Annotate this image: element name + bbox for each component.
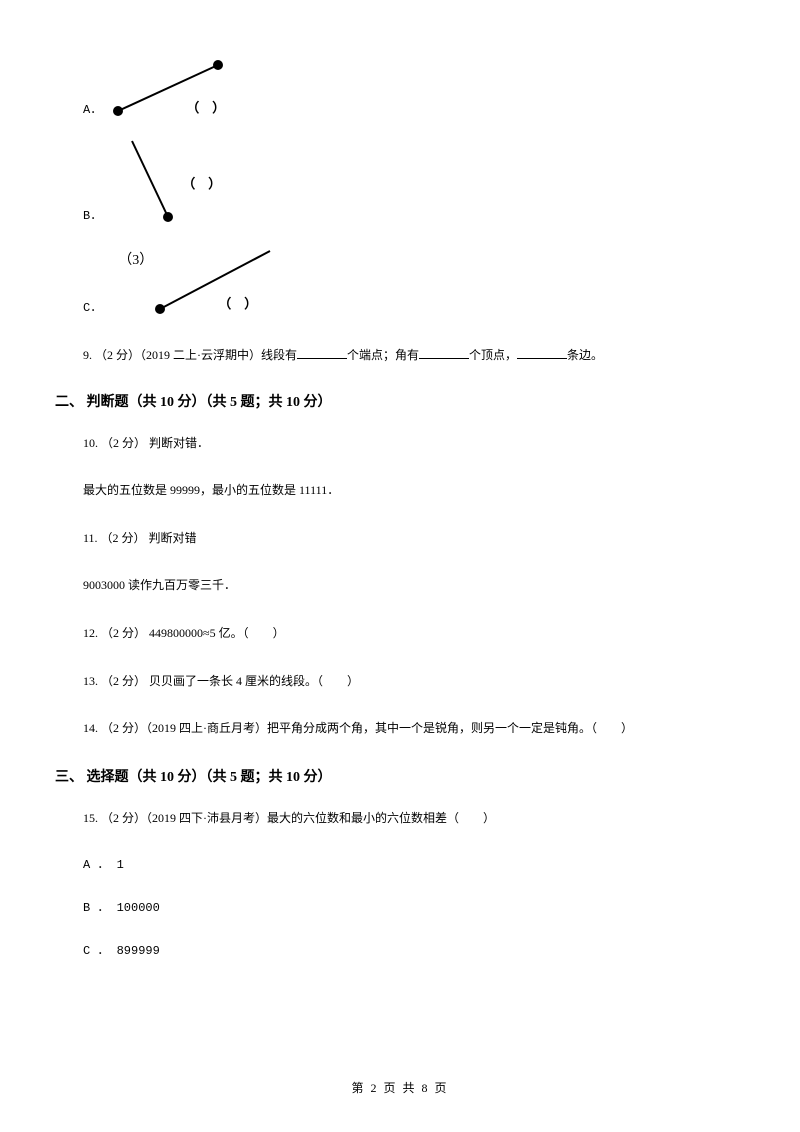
ray-b-svg <box>110 137 250 229</box>
option-a[interactable]: A ． 1 <box>83 855 745 872</box>
q9-suffix: 条边。 <box>567 348 603 362</box>
question-9: 9. （2 分）（2019 二上·云浮期中）线段有 个端点；角有 个顶点， 条边。 <box>83 345 745 367</box>
question-10a: 10. （2 分） 判断对错． <box>83 433 745 455</box>
paren-b: （ ） <box>182 173 221 192</box>
option-a-row: A． （ ） <box>83 55 745 123</box>
option-b-row: B． （ ） <box>83 137 745 229</box>
option-c-row: C． （3） （ ） <box>83 243 745 321</box>
figure-b: （ ） <box>110 137 250 229</box>
option-c-label: C． <box>83 298 102 321</box>
question-13: 13. （2 分） 贝贝画了一条长 4 厘米的线段。（ ） <box>83 671 745 693</box>
q9-blank-1[interactable] <box>297 345 347 359</box>
option-a-label: A． <box>83 100 102 123</box>
question-12: 12. （2 分） 449800000≈5 亿。（ ） <box>83 623 745 645</box>
question-10b: 最大的五位数是 99999，最小的五位数是 11111． <box>83 480 745 502</box>
num-c: （3） <box>118 249 153 269</box>
page-footer: 第 2 页 共 8 页 <box>0 1079 800 1096</box>
option-b-label: B． <box>83 206 102 229</box>
paren-a: （ ） <box>186 97 225 116</box>
question-11a: 11. （2 分） 判断对错 <box>83 528 745 550</box>
paren-c: （ ） <box>218 293 257 312</box>
section-3-header: 三、 选择题（共 10 分）（共 5 题；共 10 分） <box>55 766 745 786</box>
question-11b: 9003000 读作九百万零三千． <box>83 575 745 597</box>
q9-prefix: 9. （2 分）（2019 二上·云浮期中）线段有 <box>83 348 297 362</box>
figure-c: （3） （ ） <box>110 243 290 321</box>
option-c[interactable]: C ． 899999 <box>83 941 745 958</box>
q9-blank-3[interactable] <box>517 345 567 359</box>
question-14: 14. （2 分）（2019 四上·商丘月考）把平角分成两个角，其中一个是锐角，… <box>83 718 745 740</box>
q9-mid2: 个顶点， <box>469 348 517 362</box>
q9-blank-2[interactable] <box>419 345 469 359</box>
option-b[interactable]: B ． 100000 <box>83 898 745 915</box>
question-15: 15. （2 分）（2019 四下·沛县月考）最大的六位数和最小的六位数相差（ … <box>83 808 745 830</box>
section-2-header: 二、 判断题（共 10 分）（共 5 题；共 10 分） <box>55 391 745 411</box>
figure-a: （ ） <box>110 55 250 123</box>
line-segment-a-svg <box>110 55 250 123</box>
q9-mid1: 个端点；角有 <box>347 348 419 362</box>
